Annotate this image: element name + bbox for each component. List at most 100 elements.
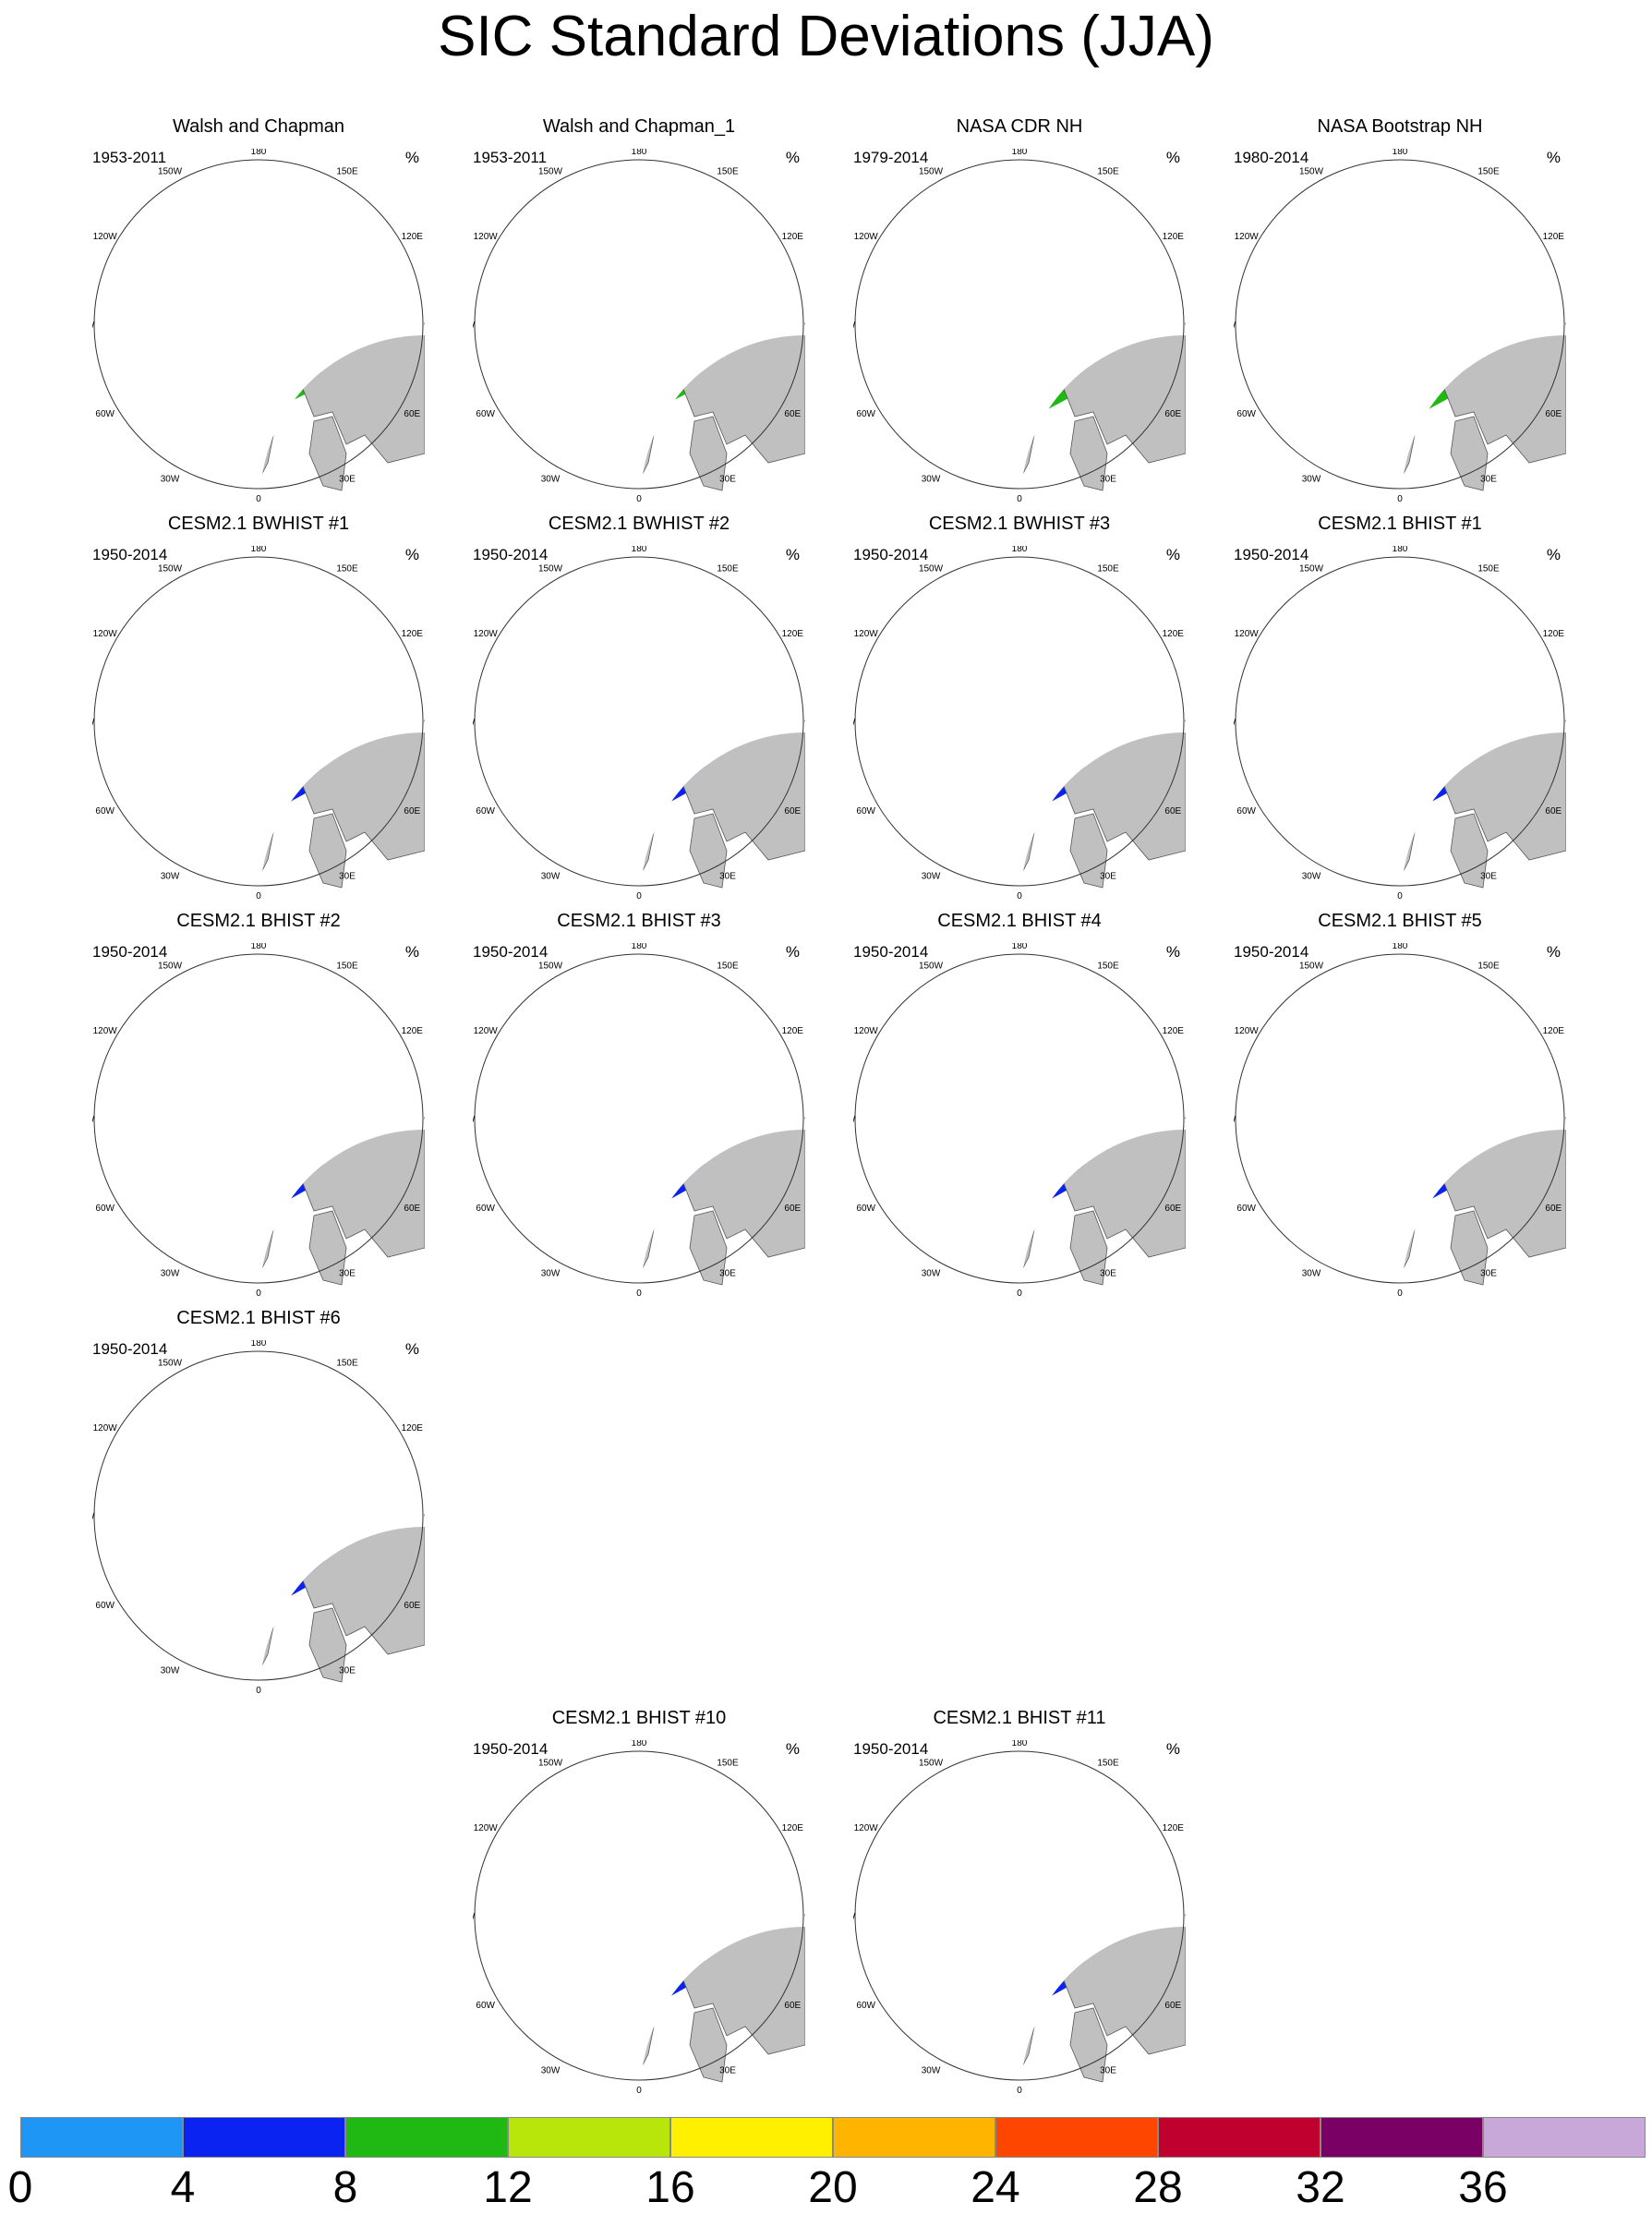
polar-map: 180 150E 120E 90E 60E 30E 0 30W 60W 90W 120W 150W [853,1740,1186,2095]
longitude-label: 90E [424,1512,425,1522]
longitude-label: 120W [474,629,499,639]
longitude-label: 90E [424,718,425,728]
longitude-label: 0 [636,494,642,503]
longitude-label: 120E [1543,1026,1565,1036]
longitude-label: 90E [804,1912,805,1922]
colorbar-box [345,2117,508,2158]
longitude-label: 30E [1480,871,1497,881]
longitude-label: 90W [853,1115,856,1125]
longitude-label: 60W [95,1601,115,1611]
map-boundary [1235,159,1565,490]
colorbar-label: 8 [332,2163,358,2212]
colorbar-label: 32 [1296,2163,1345,2212]
colorbar-box [20,2117,183,2158]
panel-units: % [785,149,800,166]
longitude-label: 90E [1185,1115,1186,1125]
map-panel: CESM2.1 BHIST #3 1950-2014% 180 150E 120E 90E… [473,910,805,1298]
longitude-label: 150E [1477,564,1500,575]
longitude-label: 60E [1164,806,1181,817]
longitude-label: 90E [1565,1115,1566,1125]
polar-map: 180 150E 120E 90E 60E 30E 0 30W 60W 90W 120W 150W [92,149,425,503]
panel-title: Walsh and Chapman [172,116,345,137]
map-boundary [1235,556,1565,887]
colorbar-box [1320,2117,1483,2158]
longitude-label: 120E [782,629,804,639]
polar-map: 180 150E 120E 90E 60E 30E 0 30W 60W 90W 120W 150W [92,943,425,1298]
map-panel: Walsh and Chapman 1953-2011% 180 150E 120E 90… [92,115,425,503]
colorbar-box [670,2117,833,2158]
panel-units: % [1165,149,1180,166]
longitude-label: 0 [1017,494,1022,503]
map-panel: CESM2.1 BWHIST #2 1950-2014% 180 150E 120E 90… [473,513,805,901]
longitude-label: 30W [541,474,561,484]
longitude-label: 30W [541,871,561,881]
longitude-label: 60W [856,1204,875,1214]
longitude-label: 120E [402,232,424,242]
longitude-label: 30E [339,871,356,881]
longitude-label: 180 [632,943,647,951]
longitude-label: 120E [1543,629,1565,639]
polar-map: 180 150E 120E 90E 60E 30E 0 30W 60W 90W 120W 150W [1234,943,1566,1298]
longitude-label: 30E [719,2065,736,2075]
panel-title: Walsh and Chapman_1 [542,116,736,137]
longitude-label: 30W [161,474,180,484]
panel-units: % [1546,943,1561,961]
longitude-label: 90E [424,1115,425,1125]
map-boundary [474,556,804,887]
longitude-label: 60E [1164,409,1181,419]
longitude-label: 0 [636,891,642,901]
colorbar-box [183,2117,345,2158]
panel-units: % [1165,943,1180,961]
longitude-label: 150W [919,167,944,177]
panel-title: CESM2.1 BHIST #4 [937,911,1102,931]
panel-years: 1950-2014 [853,546,929,563]
land-mass [689,1210,728,1286]
longitude-label: 90E [1185,1912,1186,1922]
panel-title: NASA CDR NH [956,116,1083,137]
longitude-label: 0 [256,1686,261,1695]
longitude-label: 120W [474,1026,499,1036]
longitude-label: 150W [158,167,183,177]
longitude-label: 60W [95,1204,115,1214]
longitude-label: 120E [1543,232,1565,242]
map-boundary [854,1750,1185,2081]
colorbar-box [1158,2117,1320,2158]
longitude-label: 120W [1235,232,1260,242]
panel-years: 1953-2011 [92,149,167,166]
longitude-label: 90W [92,718,95,728]
longitude-label: 150W [158,1359,183,1369]
longitude-label: 120W [93,232,118,242]
colorbar-label: 12 [483,2163,533,2212]
colorbar-label: 0 [7,2163,33,2212]
colorbar-box [995,2117,1158,2158]
longitude-label: 60E [1545,409,1562,419]
longitude-label: 0 [1017,2086,1022,2095]
land-mass [308,1607,347,1683]
panel-title: CESM2.1 BWHIST #2 [548,514,730,534]
panel-title: CESM2.1 BHIST #3 [557,911,721,931]
longitude-label: 120W [1235,1026,1260,1036]
longitude-label: 120W [854,629,879,639]
longitude-label: 150E [1097,1759,1119,1769]
longitude-label: 180 [1012,546,1028,554]
longitude-label: 60E [404,409,420,419]
map-boundary [93,1350,424,1681]
polar-map: 180 150E 120E 90E 60E 30E 0 30W 60W 90W 120W 150W [92,546,425,901]
colorbar-box [833,2117,995,2158]
longitude-label: 150E [717,1759,739,1769]
longitude-label: 180 [251,943,267,951]
longitude-label: 180 [632,149,647,157]
longitude-label: 30W [161,871,180,881]
longitude-label: 60W [476,1204,495,1214]
longitude-label: 90E [1185,718,1186,728]
longitude-label: 30E [1100,2065,1116,2075]
polar-map: 180 150E 120E 90E 60E 30E 0 30W 60W 90W 120W 150W [473,943,805,1298]
longitude-label: 60W [476,806,495,817]
longitude-label: 30W [1302,871,1321,881]
longitude-label: 150W [538,962,563,972]
longitude-label: 60W [476,409,495,419]
longitude-label: 60E [1545,806,1562,817]
longitude-label: 150E [717,564,739,575]
longitude-label: 150E [1097,167,1119,177]
map-panel: CESM2.1 BHIST #1 1950-2014% 180 150E 120E 90E… [1234,513,1566,901]
